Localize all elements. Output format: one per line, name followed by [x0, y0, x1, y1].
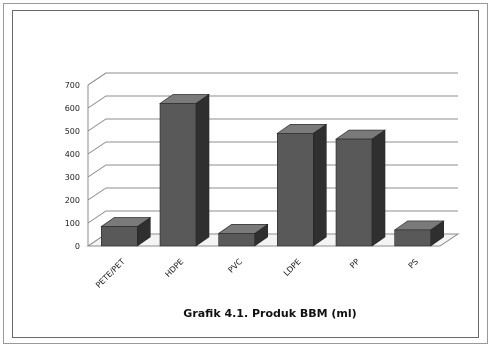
gridline	[87, 95, 458, 109]
bars	[100, 93, 445, 247]
bar-side-face	[195, 93, 210, 247]
bar-pp	[335, 129, 386, 247]
bar-front-face	[277, 133, 314, 247]
bar-pvc	[217, 223, 269, 247]
bar-hdpe	[159, 93, 210, 247]
y-tick-label: 0	[75, 242, 80, 251]
bar-pete-pet	[100, 216, 152, 247]
y-tick-label: 600	[65, 104, 80, 113]
bar-ps	[393, 220, 445, 247]
gridline	[87, 118, 458, 132]
y-tick-label: 100	[65, 219, 80, 228]
y-axis-tick-labels: 0 100 200 300 400 500 600 700	[65, 81, 80, 251]
bar-ldpe	[276, 123, 328, 247]
bar-front-face	[335, 138, 373, 247]
y-tick-label: 300	[65, 173, 80, 182]
bar-front-face	[394, 229, 431, 247]
chart-title: Grafik 4.1. Produk BBM (ml)	[183, 307, 356, 320]
bar-front-face	[159, 103, 197, 247]
outer-border	[3, 3, 488, 344]
y-tick-label: 700	[65, 81, 80, 90]
gridline	[87, 72, 458, 86]
chart-area-border	[12, 10, 479, 338]
y-tick-label: 400	[65, 150, 80, 159]
y-tick-label: 500	[65, 127, 80, 136]
bar-front-face	[101, 226, 138, 247]
bar-front-face	[218, 233, 255, 247]
y-tick-label: 200	[65, 196, 80, 205]
bar-side-face	[371, 129, 386, 247]
bar-side-face	[313, 123, 327, 247]
